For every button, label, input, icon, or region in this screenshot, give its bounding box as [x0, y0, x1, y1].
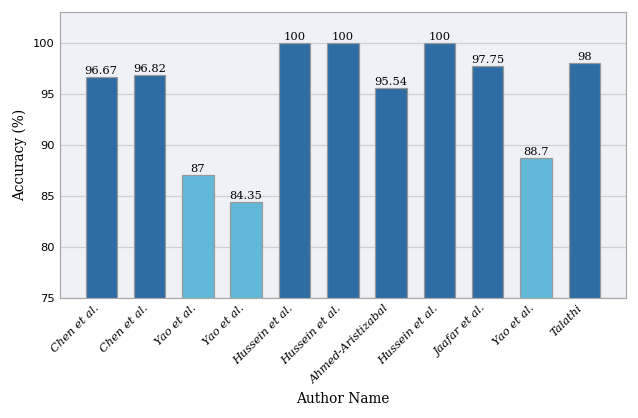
- Bar: [230, 202, 262, 418]
- Bar: [182, 176, 214, 418]
- Text: 96.82: 96.82: [133, 64, 166, 74]
- Bar: [568, 63, 600, 418]
- Y-axis label: Accuracy (%): Accuracy (%): [12, 109, 27, 201]
- Text: 84.35: 84.35: [230, 191, 263, 201]
- Text: 100: 100: [428, 32, 450, 42]
- Bar: [85, 77, 117, 418]
- Text: 100: 100: [332, 32, 354, 42]
- Bar: [472, 66, 503, 418]
- Text: 100: 100: [283, 32, 306, 42]
- Bar: [279, 43, 310, 418]
- X-axis label: Author Name: Author Name: [296, 392, 390, 406]
- Bar: [375, 88, 407, 418]
- Bar: [521, 158, 552, 418]
- Text: 87: 87: [191, 164, 205, 174]
- Text: 95.54: 95.54: [375, 77, 408, 87]
- Bar: [134, 75, 165, 418]
- Text: 96.67: 96.67: [85, 66, 118, 76]
- Bar: [424, 43, 455, 418]
- Bar: [327, 43, 359, 418]
- Text: 98: 98: [577, 52, 591, 62]
- Text: 97.75: 97.75: [471, 54, 505, 64]
- Text: 88.7: 88.7: [523, 147, 549, 157]
